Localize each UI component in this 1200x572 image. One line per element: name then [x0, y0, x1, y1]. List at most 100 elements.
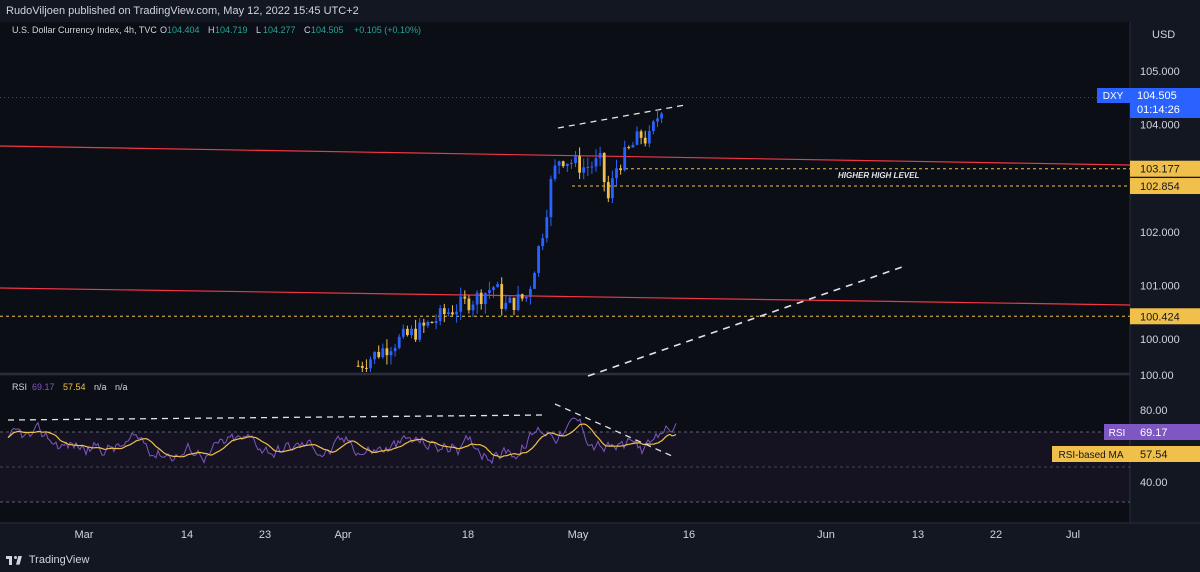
candle-body — [635, 131, 639, 145]
candle-body — [533, 272, 536, 289]
candle-body — [606, 182, 610, 199]
time-tick-label: Jun — [817, 529, 835, 541]
price-pane[interactable] — [0, 22, 1130, 372]
candle-body — [594, 158, 598, 167]
candle-body — [406, 328, 409, 336]
higher-high-annotation: HIGHER HIGH LEVEL — [838, 171, 919, 180]
candle-body — [451, 312, 454, 315]
ohlc-label: O — [160, 25, 167, 35]
level-badge-text: 102.854 — [1140, 181, 1180, 193]
rsi-readout-value: 57.54 — [63, 382, 86, 392]
footer-bar: TradingView — [0, 548, 1200, 572]
lower-trend-line[interactable] — [0, 287, 1131, 306]
price-chart[interactable]: 100.000 101.000 102.000 104.000 105.000 103.… — [0, 22, 1200, 548]
candle-body — [574, 156, 577, 164]
ohlc-value: 104.277 — [263, 25, 296, 35]
candle-body — [590, 166, 594, 168]
candle-body — [463, 296, 467, 299]
upper-trend-line[interactable] — [0, 145, 1131, 166]
ticker-badge-text: DXY — [1103, 91, 1124, 102]
rsi-tick-label: 80.00 — [1140, 405, 1168, 417]
candle-body — [459, 296, 463, 312]
ohlc-label: H — [208, 25, 215, 35]
candle-body — [586, 167, 590, 169]
candle-body — [565, 163, 569, 167]
candle-body — [627, 147, 631, 149]
candle-body — [479, 292, 483, 305]
candle-body — [557, 161, 561, 166]
footer-brand: TradingView — [28, 554, 90, 566]
candle-body — [639, 131, 643, 138]
ohlc-readout: O 104.404 H 104.719 L 104.277 C 104.505 +0.105 (… — [160, 25, 421, 35]
candle-body — [537, 246, 541, 273]
rsi-ma-line[interactable] — [7, 423, 677, 458]
candle-body — [647, 131, 651, 144]
candle-body — [397, 336, 401, 348]
rsi-badge-value-bg — [1130, 424, 1200, 440]
price-tick-label: 102.000 — [1140, 227, 1180, 239]
candle-body — [418, 322, 422, 340]
support-trend-line[interactable] — [587, 265, 906, 377]
currency-label[interactable]: USD — [1152, 29, 1175, 41]
candle-body — [508, 297, 512, 303]
candle-body — [549, 178, 553, 218]
candle-body — [430, 321, 434, 324]
candle-body — [377, 351, 381, 358]
rsi-badge: RSI 69.17 — [1104, 424, 1200, 440]
ma-badge-value: 57.54 — [1140, 449, 1168, 461]
price-badge-countdown: 01:14:26 — [1137, 104, 1180, 116]
rsi-readout-value: n/a — [115, 382, 128, 392]
candle-body — [455, 311, 459, 315]
price-tick-label: 104.000 — [1140, 120, 1180, 132]
candle-body — [369, 359, 372, 369]
price-tick-label: 100.000 — [1140, 334, 1180, 346]
candle-body — [389, 351, 393, 356]
price-badge — [1130, 88, 1200, 118]
level-badge-text: 103.177 — [1140, 164, 1180, 176]
candle-body — [660, 113, 664, 119]
time-tick-label: Jul — [1066, 529, 1080, 541]
candle-body — [381, 348, 385, 358]
candle-body — [656, 118, 659, 122]
rsi-badge-value: 69.17 — [1140, 427, 1168, 439]
ohlc-label: C — [304, 25, 311, 35]
ma-badge-value-bg — [1130, 446, 1200, 462]
rsi-resistance-line[interactable] — [7, 414, 546, 421]
time-tick-label: 22 — [990, 529, 1002, 541]
rsi-pane[interactable] — [0, 376, 1130, 523]
time-tick-label: 18 — [462, 529, 474, 541]
candles[interactable] — [356, 109, 664, 372]
candle-body — [356, 365, 360, 367]
level-badge — [1130, 308, 1200, 325]
time-tick-label: 14 — [181, 529, 193, 541]
last-price-badge: DXY 104.505 01:14:26 — [1097, 88, 1200, 118]
candle-body — [516, 294, 520, 310]
candle-body — [401, 328, 405, 337]
candle-body — [553, 165, 557, 179]
candle-body — [598, 152, 602, 159]
rsi-readout: RSI 69.17 57.54 n/a n/a — [12, 382, 128, 392]
rsi-axis[interactable]: 100.00 80.00 40.00 — [1140, 370, 1174, 489]
price-tick-label: 101.000 — [1140, 280, 1180, 292]
rsi-line[interactable] — [7, 417, 677, 465]
candle-body — [524, 296, 528, 299]
candle-body — [434, 321, 438, 324]
price-axis[interactable]: 100.000 101.000 102.000 104.000 105.000 — [1140, 66, 1180, 346]
candle-body — [602, 152, 606, 183]
level-badge — [1130, 178, 1200, 195]
candle-body — [545, 217, 549, 239]
candle-body — [631, 144, 635, 148]
rsi-tick-label: 40.00 — [1140, 477, 1168, 489]
time-axis[interactable]: Mar 14 23 Apr 18 May 16 Jun 13 22 Jul — [75, 529, 1081, 541]
level-badge — [1130, 160, 1200, 177]
candle-body — [570, 163, 573, 165]
published-by-text: RudoViljoen published on TradingView.com… — [6, 5, 359, 17]
candle-body — [500, 284, 504, 309]
ohlc-value: 104.719 — [215, 25, 248, 35]
time-tick-label: Apr — [334, 529, 351, 541]
price-badge-value: 104.505 — [1137, 90, 1177, 102]
candle-body — [365, 367, 368, 369]
rsi-readout-value: 69.17 — [32, 382, 55, 392]
candle-body — [541, 238, 545, 247]
ticker-badge — [1097, 88, 1130, 103]
